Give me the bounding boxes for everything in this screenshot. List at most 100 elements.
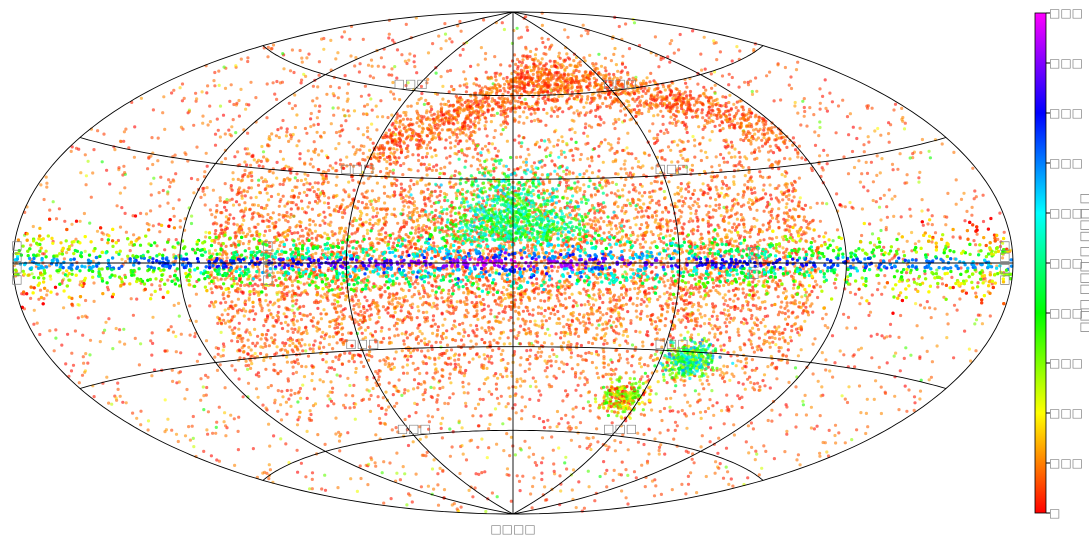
data-point <box>485 71 488 74</box>
data-point <box>661 257 664 260</box>
data-point <box>567 318 570 321</box>
data-point <box>349 204 352 207</box>
data-point <box>314 104 317 107</box>
data-point <box>382 358 385 361</box>
data-point <box>448 136 451 139</box>
data-point <box>366 126 369 129</box>
data-point <box>625 172 628 175</box>
data-point <box>721 74 724 77</box>
data-point <box>752 304 755 307</box>
data-point <box>795 458 798 461</box>
data-point <box>291 342 294 345</box>
data-point <box>624 22 627 25</box>
data-point <box>759 239 762 242</box>
data-point <box>113 148 116 151</box>
data-point <box>981 322 984 325</box>
data-point <box>483 357 486 360</box>
data-point <box>335 131 338 134</box>
data-point <box>159 288 162 291</box>
data-point <box>725 394 728 397</box>
data-point <box>888 141 891 144</box>
data-point <box>440 296 443 299</box>
data-point <box>645 305 648 308</box>
data-point <box>524 15 527 18</box>
data-point <box>190 222 193 225</box>
data-point <box>909 215 912 218</box>
data-point <box>542 108 545 111</box>
data-point <box>359 464 362 467</box>
data-point <box>434 209 437 212</box>
data-point <box>822 149 825 152</box>
data-point <box>278 136 281 139</box>
data-point <box>719 345 722 348</box>
data-point <box>835 274 838 277</box>
data-point <box>844 441 847 444</box>
data-point <box>388 461 391 464</box>
data-point <box>779 413 782 416</box>
data-point <box>102 133 105 136</box>
data-point <box>460 30 463 33</box>
data-point <box>447 402 450 405</box>
data-point <box>400 394 403 397</box>
data-point <box>298 242 301 245</box>
data-point <box>644 485 647 488</box>
data-point <box>346 92 349 95</box>
data-point <box>533 161 536 164</box>
data-point <box>423 380 426 383</box>
data-point <box>596 333 599 336</box>
data-point <box>333 368 336 371</box>
data-point <box>280 322 283 325</box>
data-point <box>556 173 559 176</box>
data-point <box>743 183 746 186</box>
data-point <box>876 288 879 291</box>
data-point <box>718 292 721 295</box>
data-point <box>903 127 906 130</box>
data-point <box>893 195 896 198</box>
data-point <box>665 257 668 260</box>
data-point <box>278 205 281 208</box>
data-point <box>259 345 262 348</box>
data-point <box>215 222 218 225</box>
data-point <box>650 323 653 326</box>
data-point <box>418 372 421 375</box>
data-point <box>703 322 706 325</box>
data-point <box>691 135 694 138</box>
data-point <box>668 406 671 409</box>
data-point <box>487 446 490 449</box>
data-point <box>138 363 141 366</box>
data-point <box>460 339 463 342</box>
data-point <box>643 300 646 303</box>
data-point <box>253 328 256 331</box>
data-point <box>135 417 138 420</box>
data-point <box>537 292 540 295</box>
data-point <box>577 480 580 483</box>
data-point <box>647 452 650 455</box>
data-point <box>427 485 430 488</box>
data-point <box>521 380 524 383</box>
data-point <box>737 328 740 331</box>
data-point <box>770 420 773 423</box>
data-point <box>709 196 712 199</box>
data-point <box>39 289 42 292</box>
data-point <box>879 197 882 200</box>
data-point <box>617 141 620 144</box>
data-point <box>906 173 909 176</box>
data-point <box>873 398 876 401</box>
data-point <box>166 418 169 421</box>
data-point <box>82 362 85 365</box>
data-point <box>572 111 575 114</box>
data-point <box>432 488 435 491</box>
data-point <box>666 291 669 294</box>
data-point <box>475 78 478 81</box>
data-point <box>454 363 457 366</box>
data-point <box>122 328 125 331</box>
data-point <box>288 102 291 105</box>
data-point <box>552 449 555 452</box>
data-point <box>478 128 481 131</box>
data-point <box>545 498 548 501</box>
data-point <box>151 316 154 319</box>
data-point <box>123 186 126 189</box>
data-point <box>366 136 369 139</box>
data-point <box>674 124 677 127</box>
data-point <box>538 417 541 420</box>
